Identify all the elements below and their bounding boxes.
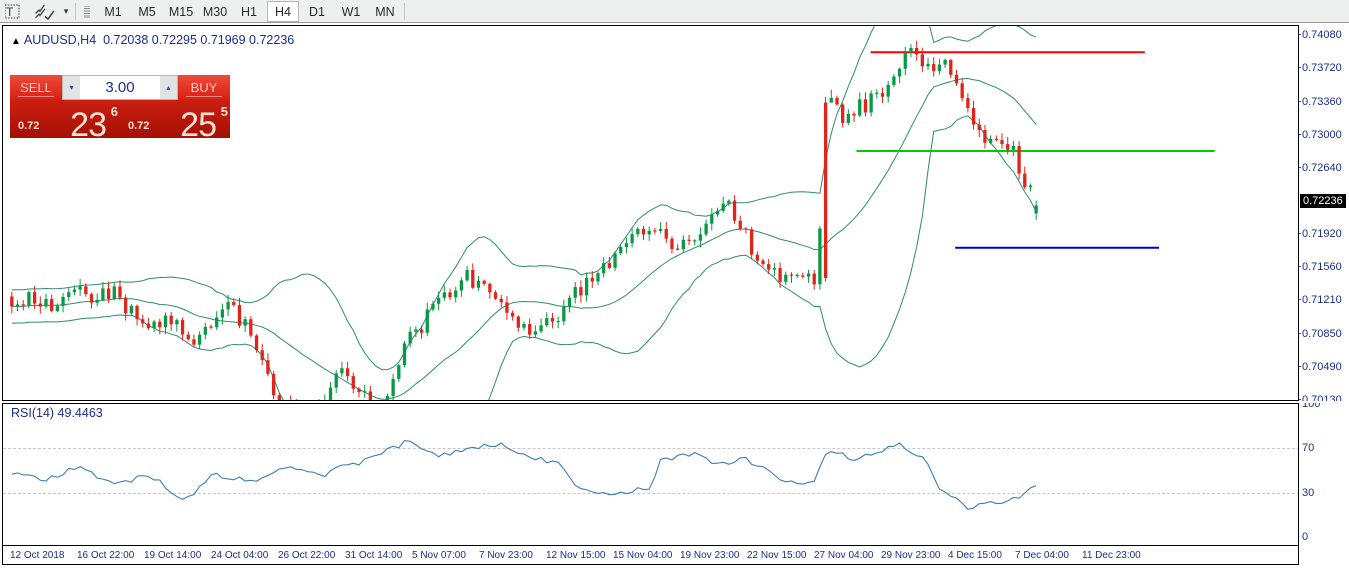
svg-text:T: T bbox=[6, 5, 14, 19]
